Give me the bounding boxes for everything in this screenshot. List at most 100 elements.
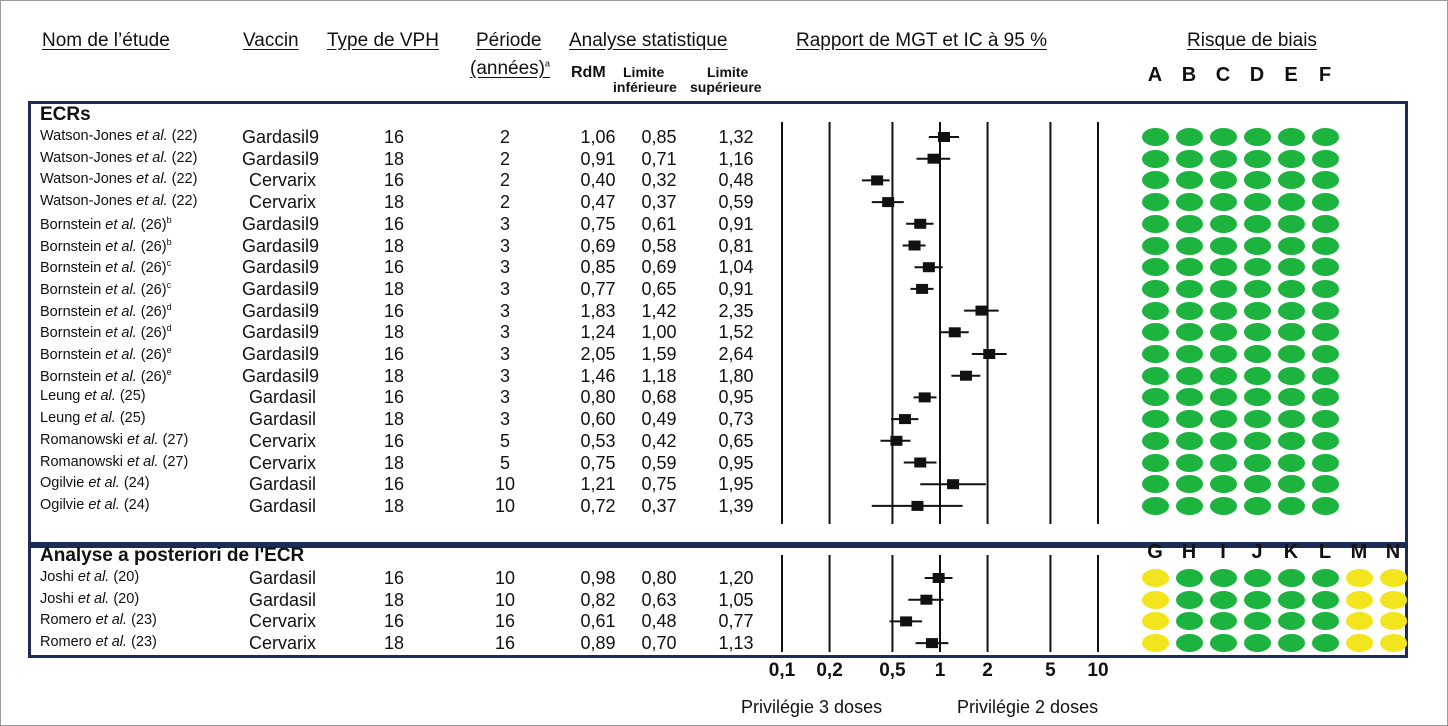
hpv-type-cell: 16 — [383, 387, 405, 408]
hpv-type-cell: 18 — [383, 409, 405, 430]
rr-cell: 0,82 — [580, 589, 616, 610]
risk-low-dot — [1141, 475, 1169, 494]
risk-low-dot — [1277, 214, 1305, 233]
header-vaccine: Vaccin — [243, 30, 299, 51]
risk-low-dot — [1243, 612, 1271, 631]
rob-letter-g: G — [1147, 541, 1163, 563]
study-author: Watson-Jones — [40, 171, 137, 188]
risk-low-dot — [1311, 410, 1339, 429]
risk-low-dot — [1311, 366, 1339, 385]
risk-low-dot — [1175, 634, 1203, 653]
risk-low-dot — [1175, 410, 1203, 429]
study-author: Bornstein — [40, 303, 106, 320]
rr-cell: 1,83 — [580, 300, 616, 321]
study-author: Joshi — [40, 590, 78, 607]
risk-low-dot — [1209, 193, 1237, 212]
posthoc-section-box — [28, 542, 1408, 658]
vaccine-cell: Cervarix — [249, 192, 317, 213]
upper-limit-cell: 1,95 — [718, 474, 754, 495]
study-ref: (24) — [119, 496, 150, 513]
lower-limit-cell: 0,69 — [641, 257, 677, 278]
vaccine-cell: Gardasil9 — [242, 235, 320, 256]
vaccine-cell: Gardasil — [249, 495, 317, 516]
hpv-type-cell: 16 — [383, 257, 405, 278]
vaccine-cell: Gardasil — [249, 474, 317, 495]
study-et-al: et al. — [105, 303, 137, 320]
risk-low-dot — [1209, 149, 1237, 168]
rct-section-box — [28, 101, 1408, 548]
study-name: Romero et al. (23) — [40, 634, 157, 650]
risk-unclear-dot — [1379, 590, 1407, 609]
risk-low-dot — [1209, 590, 1237, 609]
risk-low-dot — [1141, 301, 1169, 320]
upper-limit-cell: 0,81 — [718, 235, 754, 256]
risk-low-dot — [1243, 301, 1271, 320]
risk-low-dot — [1141, 193, 1169, 212]
rob-letter-i: I — [1220, 541, 1226, 563]
risk-low-dot — [1311, 388, 1339, 407]
lower-limit-cell: 0,85 — [641, 127, 677, 147]
rr-cell: 0,47 — [580, 192, 616, 213]
risk-low-dot — [1175, 590, 1203, 609]
risk-low-dot — [1311, 258, 1339, 277]
risk-low-dot — [1209, 171, 1237, 190]
upper-limit-cell: 0,91 — [718, 278, 754, 299]
lower-limit-cell: 0,80 — [641, 568, 677, 588]
risk-low-dot — [1175, 279, 1203, 298]
risk-low-dot — [1209, 569, 1237, 587]
risk-low-dot — [1277, 410, 1305, 429]
hpv-type-cell: 16 — [383, 474, 405, 495]
risk-unclear-dot — [1345, 590, 1373, 609]
study-author: Ogilvie — [40, 496, 89, 513]
study-ref: (26) — [136, 346, 167, 363]
study-ref: (26) — [136, 281, 167, 298]
risk-low-dot — [1209, 388, 1237, 407]
study-footnote: e — [166, 366, 172, 377]
study-name: Bornstein et al. (26)e — [40, 345, 172, 363]
period-cell: 3 — [499, 409, 511, 430]
hpv-type-cell: 16 — [383, 300, 405, 321]
risk-low-dot — [1311, 193, 1339, 212]
rr-cell: 0,89 — [580, 633, 616, 654]
risk-low-dot — [1141, 410, 1169, 429]
lower-limit-cell: 0,63 — [641, 589, 677, 610]
risk-low-dot — [1243, 214, 1271, 233]
header-period-footnote: a — [545, 58, 551, 69]
lower-limit-cell: 0,42 — [641, 430, 677, 451]
rr-cell: 1,24 — [580, 322, 616, 343]
study-name: Romero et al. (23) — [40, 612, 157, 628]
lower-limit-cell: 0,68 — [641, 387, 677, 408]
rob-letter-c: C — [1215, 64, 1231, 86]
study-author: Bornstein — [40, 238, 106, 255]
study-name: Romanowski et al. (27) — [40, 454, 188, 470]
hpv-type-cell: 18 — [383, 278, 405, 299]
vaccine-cell: Cervarix — [249, 170, 317, 191]
risk-low-dot — [1311, 345, 1339, 363]
upper-limit-cell: 1,39 — [718, 495, 754, 516]
upper-limit-cell: 0,95 — [718, 452, 754, 473]
vaccine-cell: Gardasil — [249, 387, 317, 408]
study-et-al: et al. — [127, 453, 159, 470]
lower-limit-cell: 1,59 — [641, 344, 677, 364]
study-et-al: et al. — [84, 410, 116, 427]
study-author: Leung — [40, 410, 85, 427]
risk-low-dot — [1209, 323, 1237, 342]
risk-low-dot — [1209, 634, 1237, 653]
hpv-type-cell: 18 — [383, 589, 405, 610]
rr-cell: 0,69 — [580, 235, 616, 256]
study-et-al: et al. — [77, 569, 110, 585]
risk-unclear-dot — [1379, 634, 1407, 653]
risk-low-dot — [1209, 345, 1237, 363]
period-cell: 10 — [494, 589, 516, 610]
x-tick-label: 5 — [1045, 660, 1056, 681]
risk-low-dot — [1243, 193, 1271, 212]
period-cell: 3 — [499, 235, 511, 256]
vaccine-cell: Cervarix — [249, 611, 317, 632]
risk-low-dot — [1175, 128, 1203, 146]
study-footnote: c — [166, 258, 172, 269]
risk-low-dot — [1141, 128, 1169, 146]
study-et-al: et al. — [105, 281, 137, 298]
header-gmt-ratio: Rapport de MGT et IC à 95 % — [796, 30, 1047, 51]
study-ref: (23) — [127, 612, 157, 629]
risk-low-dot — [1311, 301, 1339, 320]
